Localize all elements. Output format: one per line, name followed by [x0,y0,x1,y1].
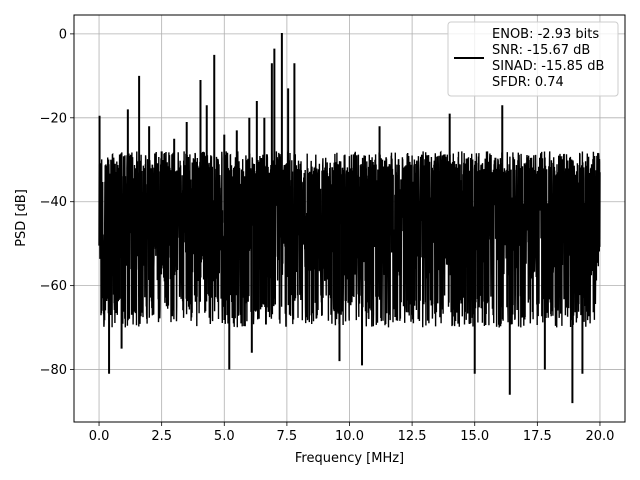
legend-label: ENOB: -2.93 bits SNR: -15.67 dB SINAD: -15… [492,27,604,90]
x-tick-label: 5.0 [214,429,235,444]
y-tick-label: −60 [40,279,67,294]
legend-line-3: SFDR: 0.74 [492,75,564,90]
y-tick-label: −40 [40,195,67,210]
y-tick-label: −80 [40,363,67,378]
x-tick-label: 17.5 [523,429,552,444]
legend-box [447,21,619,97]
legend-line-1: SNR: -15.67 dB [492,43,590,58]
x-tick-label: 10.0 [335,429,364,444]
x-tick-label: 12.5 [398,429,427,444]
x-tick-label: 0.0 [89,429,110,444]
x-axis-label: Frequency [MHz] [295,451,404,466]
x-tick-label: 20.0 [585,429,614,444]
x-tick-label: 15.0 [460,429,489,444]
legend-line-2: SINAD: -15.85 dB [492,59,604,74]
legend: ENOB: -2.93 bits SNR: -15.67 dB SINAD: -15… [447,21,619,97]
y-tick-label: −20 [40,111,67,126]
x-tick-label: 2.5 [151,429,172,444]
y-axis-label: PSD [dB] [14,189,29,247]
series-layer [98,33,601,404]
ticks-layer: 0.0 2.5 5.0 7.5 10.0 12.5 15.0 17.5 20.0 0 −20 −40 −… [40,27,615,444]
y-tick-label: 0 [59,27,67,42]
psd-noise-trace [98,150,601,328]
x-tick-label: 7.5 [277,429,298,444]
legend-line-0: ENOB: -2.93 bits [492,27,599,42]
